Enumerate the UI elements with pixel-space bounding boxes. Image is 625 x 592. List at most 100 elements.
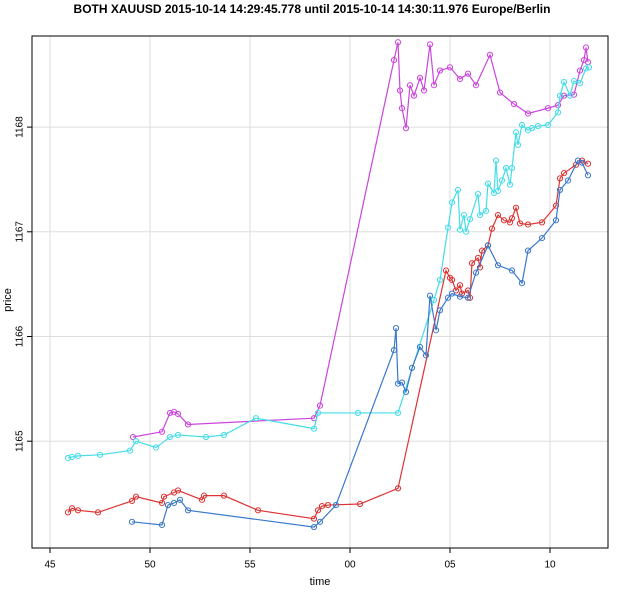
data-point bbox=[152, 444, 160, 451]
data-point bbox=[472, 269, 480, 276]
data-point bbox=[166, 409, 174, 417]
data-point bbox=[132, 493, 140, 500]
data-point bbox=[448, 290, 456, 297]
data-point bbox=[174, 410, 182, 418]
data-point bbox=[310, 425, 318, 432]
data-point bbox=[544, 121, 552, 129]
data-point bbox=[585, 64, 593, 71]
data-point bbox=[552, 202, 560, 209]
data-point bbox=[74, 507, 82, 514]
data-point bbox=[310, 523, 318, 531]
data-point bbox=[524, 247, 532, 254]
series-line bbox=[67, 159, 589, 520]
data-point bbox=[544, 105, 552, 112]
data-point bbox=[96, 451, 104, 458]
data-point bbox=[128, 497, 136, 504]
data-point bbox=[554, 109, 562, 116]
data-point bbox=[354, 409, 362, 417]
data-point bbox=[484, 180, 492, 187]
data-point bbox=[398, 379, 406, 386]
data-point bbox=[578, 159, 586, 166]
data-point bbox=[584, 160, 592, 167]
y-tick-label: 1165 bbox=[15, 430, 26, 452]
data-point bbox=[436, 67, 444, 74]
data-point bbox=[94, 509, 102, 516]
data-point bbox=[582, 44, 590, 51]
data-point bbox=[174, 431, 182, 439]
data-point bbox=[468, 260, 476, 267]
data-point bbox=[538, 219, 546, 226]
data-point bbox=[430, 296, 438, 303]
data-point bbox=[164, 501, 172, 509]
data-point bbox=[456, 75, 464, 83]
data-point bbox=[582, 65, 590, 72]
data-point bbox=[254, 507, 262, 514]
data-point bbox=[392, 325, 400, 332]
data-point bbox=[416, 74, 424, 81]
x-tick-label: 05 bbox=[444, 560, 456, 571]
data-point bbox=[390, 56, 398, 64]
data-point bbox=[184, 507, 192, 514]
data-point bbox=[158, 428, 166, 435]
data-point bbox=[448, 199, 456, 206]
data-point bbox=[508, 267, 516, 274]
data-point bbox=[464, 70, 472, 77]
data-point bbox=[534, 122, 542, 130]
data-point bbox=[174, 487, 182, 494]
data-point bbox=[394, 485, 402, 492]
series-line bbox=[131, 159, 589, 528]
data-point bbox=[446, 64, 454, 71]
data-point bbox=[560, 170, 568, 177]
data-point bbox=[458, 290, 466, 297]
data-point bbox=[486, 51, 494, 58]
x-tick-label: 10 bbox=[544, 560, 556, 571]
data-point bbox=[474, 191, 482, 198]
data-point bbox=[416, 343, 424, 351]
data-point bbox=[498, 177, 506, 184]
data-point bbox=[570, 91, 578, 98]
data-point bbox=[160, 493, 168, 500]
data-point bbox=[390, 347, 398, 354]
data-point bbox=[494, 211, 502, 219]
data-point bbox=[538, 234, 546, 242]
data-point bbox=[456, 226, 464, 233]
data-point bbox=[314, 409, 322, 417]
data-point bbox=[482, 207, 490, 214]
data-point bbox=[200, 492, 208, 499]
data-point bbox=[176, 496, 184, 503]
data-point bbox=[426, 292, 434, 299]
data-point bbox=[68, 505, 76, 512]
data-point bbox=[456, 293, 464, 300]
data-point bbox=[576, 80, 584, 87]
data-point bbox=[396, 87, 404, 94]
data-point bbox=[316, 518, 324, 525]
data-point bbox=[128, 518, 136, 525]
data-point bbox=[394, 380, 402, 387]
data-point bbox=[564, 177, 572, 184]
y-axis-label: price bbox=[2, 288, 14, 312]
data-point bbox=[556, 186, 564, 194]
x-tick-label: 55 bbox=[244, 560, 256, 571]
data-point bbox=[584, 172, 592, 179]
data-point bbox=[508, 164, 516, 172]
data-point bbox=[318, 503, 326, 510]
data-point bbox=[158, 521, 166, 529]
data-point bbox=[556, 175, 564, 182]
data-point bbox=[398, 105, 406, 112]
data-point bbox=[510, 100, 518, 108]
data-point bbox=[332, 501, 340, 509]
y-tick-label: 1167 bbox=[15, 221, 26, 243]
data-point bbox=[512, 204, 520, 211]
series-line bbox=[67, 66, 590, 459]
data-point bbox=[408, 364, 416, 372]
data-point bbox=[452, 287, 460, 294]
data-point bbox=[436, 276, 444, 284]
data-point bbox=[460, 211, 468, 219]
data-point bbox=[462, 228, 470, 235]
data-point bbox=[316, 402, 324, 409]
data-point bbox=[472, 82, 480, 89]
data-point bbox=[129, 433, 137, 441]
data-point bbox=[518, 121, 526, 129]
data-point bbox=[508, 215, 516, 222]
data-point bbox=[132, 438, 140, 445]
